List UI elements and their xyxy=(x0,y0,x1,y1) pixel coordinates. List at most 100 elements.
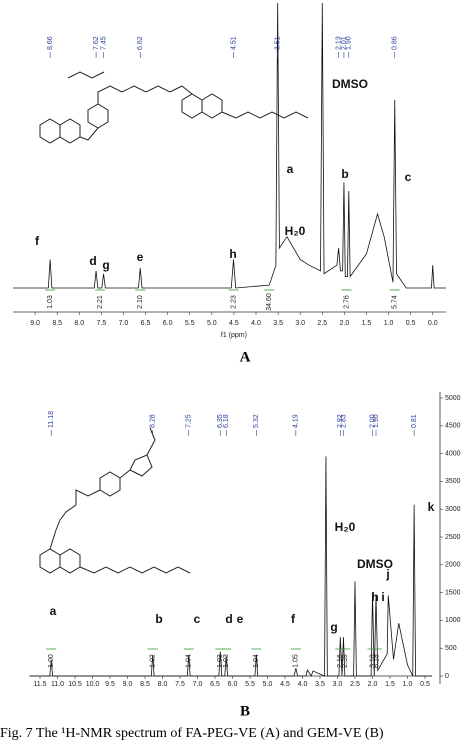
x-tick-label: 6.0 xyxy=(228,681,238,688)
x-tick-label: 4.0 xyxy=(251,320,261,327)
peak-annotation: b xyxy=(341,167,348,181)
y-tick-label: 1000 xyxy=(445,617,461,624)
peak-label: 8.28 xyxy=(150,414,157,428)
peak-annotation: h xyxy=(371,590,378,604)
peak-annotation: j xyxy=(385,567,389,581)
integral-label: 1.03 xyxy=(223,654,230,668)
structure-a xyxy=(39,71,309,144)
x-tick-label: 2.5 xyxy=(317,320,327,327)
peak-label: 6.18 xyxy=(223,414,230,428)
integral-label: 1.03 xyxy=(217,654,224,668)
peak-annotation: f xyxy=(35,234,40,248)
x-tick-label: 3.0 xyxy=(333,681,343,688)
peak-annotation: i xyxy=(381,590,384,604)
integral-label: 2.76 xyxy=(343,295,350,309)
peak-annotation: f xyxy=(291,612,296,626)
integral-label: 2.16 xyxy=(337,654,344,668)
peak-label: 6.62 xyxy=(137,36,144,50)
x-tick-label: 8.0 xyxy=(74,320,84,327)
x-tick-label: 7.0 xyxy=(119,320,129,327)
peak-label: 7.62 xyxy=(93,36,100,50)
peak-annotation: d xyxy=(89,254,96,268)
integral-label: 1.02 xyxy=(150,654,157,668)
x-tick-label: 2.5 xyxy=(350,681,360,688)
x-tick-label: 0.0 xyxy=(428,320,438,327)
integral-label: 6.18 xyxy=(374,654,381,668)
peak-label: 1.90 xyxy=(373,414,380,428)
peak-annotation: e xyxy=(237,612,244,626)
x-tick-label: 1.0 xyxy=(384,320,394,327)
spectrum-line xyxy=(13,2,446,289)
y-tick-label: 4500 xyxy=(445,423,461,430)
x-tick-label: 10.0 xyxy=(86,681,100,688)
peak-annotation: c xyxy=(194,612,201,626)
peak-label: 4.51 xyxy=(230,36,237,50)
peak-label: 1.90 xyxy=(346,36,353,50)
peak-annotation: e xyxy=(137,250,144,264)
x-tick-label: 5.5 xyxy=(185,320,195,327)
x-tick-label: 4.0 xyxy=(298,681,308,688)
x-tick-label: 9.5 xyxy=(105,681,115,688)
x-axis-label: f1 (ppm) xyxy=(221,332,247,339)
integral-label: 1.04 xyxy=(186,654,193,668)
y-tick-label: 3500 xyxy=(445,478,461,485)
y-tick-label: 500 xyxy=(445,645,457,652)
x-tick-label: 0.5 xyxy=(420,681,430,688)
peak-annotation: DMSO xyxy=(332,77,368,91)
x-tick-label: 5.0 xyxy=(263,681,273,688)
x-tick-label: 6.5 xyxy=(210,681,220,688)
figure-caption: Fig. 7 The ¹H-NMR spectrum of FA-PEG-VE … xyxy=(0,726,384,741)
peak-annotation: H₂0 xyxy=(335,520,356,534)
integral-label: 2.10 xyxy=(137,295,144,309)
x-tick-label: 6.0 xyxy=(163,320,173,327)
x-tick-label: 7.0 xyxy=(193,681,203,688)
x-tick-label: 7.5 xyxy=(175,681,185,688)
peak-annotation: c xyxy=(405,170,412,184)
integral-label: 3.18 xyxy=(369,654,376,668)
peak-label: 7.45 xyxy=(100,36,107,50)
x-tick-label: 8.5 xyxy=(140,681,150,688)
x-tick-label: 5.0 xyxy=(207,320,217,327)
x-tick-label: 1.0 xyxy=(403,681,413,688)
x-tick-label: 3.5 xyxy=(315,681,325,688)
peak-annotation: DMSO xyxy=(357,557,393,571)
x-tick-label: 11.5 xyxy=(33,681,46,688)
peak-annotation: b xyxy=(155,612,162,626)
x-tick-label: 4.5 xyxy=(229,320,239,327)
peak-annotation: d xyxy=(225,612,232,626)
peak-label: 4.19 xyxy=(293,414,300,428)
x-tick-label: 7.5 xyxy=(97,320,107,327)
peak-annotation: H₂0 xyxy=(285,224,306,238)
x-tick-label: 1.5 xyxy=(385,681,395,688)
x-tick-label: 10.5 xyxy=(68,681,82,688)
x-tick-label: 1.5 xyxy=(362,320,372,327)
x-tick-label: 11.0 xyxy=(51,681,64,688)
y-tick-label: 2500 xyxy=(445,534,461,541)
x-tick-label: 0.5 xyxy=(406,320,416,327)
peak-label: 2.13 xyxy=(335,36,342,50)
peak-annotation: h xyxy=(229,247,236,261)
y-tick-label: 1500 xyxy=(445,589,461,596)
peak-label: 0.81 xyxy=(411,414,418,428)
x-tick-label: 5.5 xyxy=(245,681,255,688)
panel-label: A xyxy=(240,349,251,365)
y-tick-label: 5000 xyxy=(445,395,461,402)
integral-label: 1.03 xyxy=(47,295,54,309)
peak-annotation: k xyxy=(428,500,435,514)
peak-label: 8.66 xyxy=(47,36,54,50)
peak-label: 7.25 xyxy=(186,414,193,428)
integral-label: 5.74 xyxy=(392,295,399,309)
x-tick-label: 8.5 xyxy=(52,320,62,327)
peak-label: 0.86 xyxy=(392,36,399,50)
x-tick-label: 8.0 xyxy=(158,681,168,688)
x-tick-label: 3.5 xyxy=(273,320,283,327)
x-tick-label: 6.5 xyxy=(141,320,151,327)
peak-label: 5.32 xyxy=(253,414,260,428)
panel-label: B xyxy=(240,703,250,719)
integral-label: 1.04 xyxy=(253,654,260,668)
peak-label: 2.00 xyxy=(369,414,376,428)
peak-label: 2.92 xyxy=(337,414,344,428)
y-tick-label: 2000 xyxy=(445,562,461,569)
x-tick-label: 2.0 xyxy=(340,320,350,327)
